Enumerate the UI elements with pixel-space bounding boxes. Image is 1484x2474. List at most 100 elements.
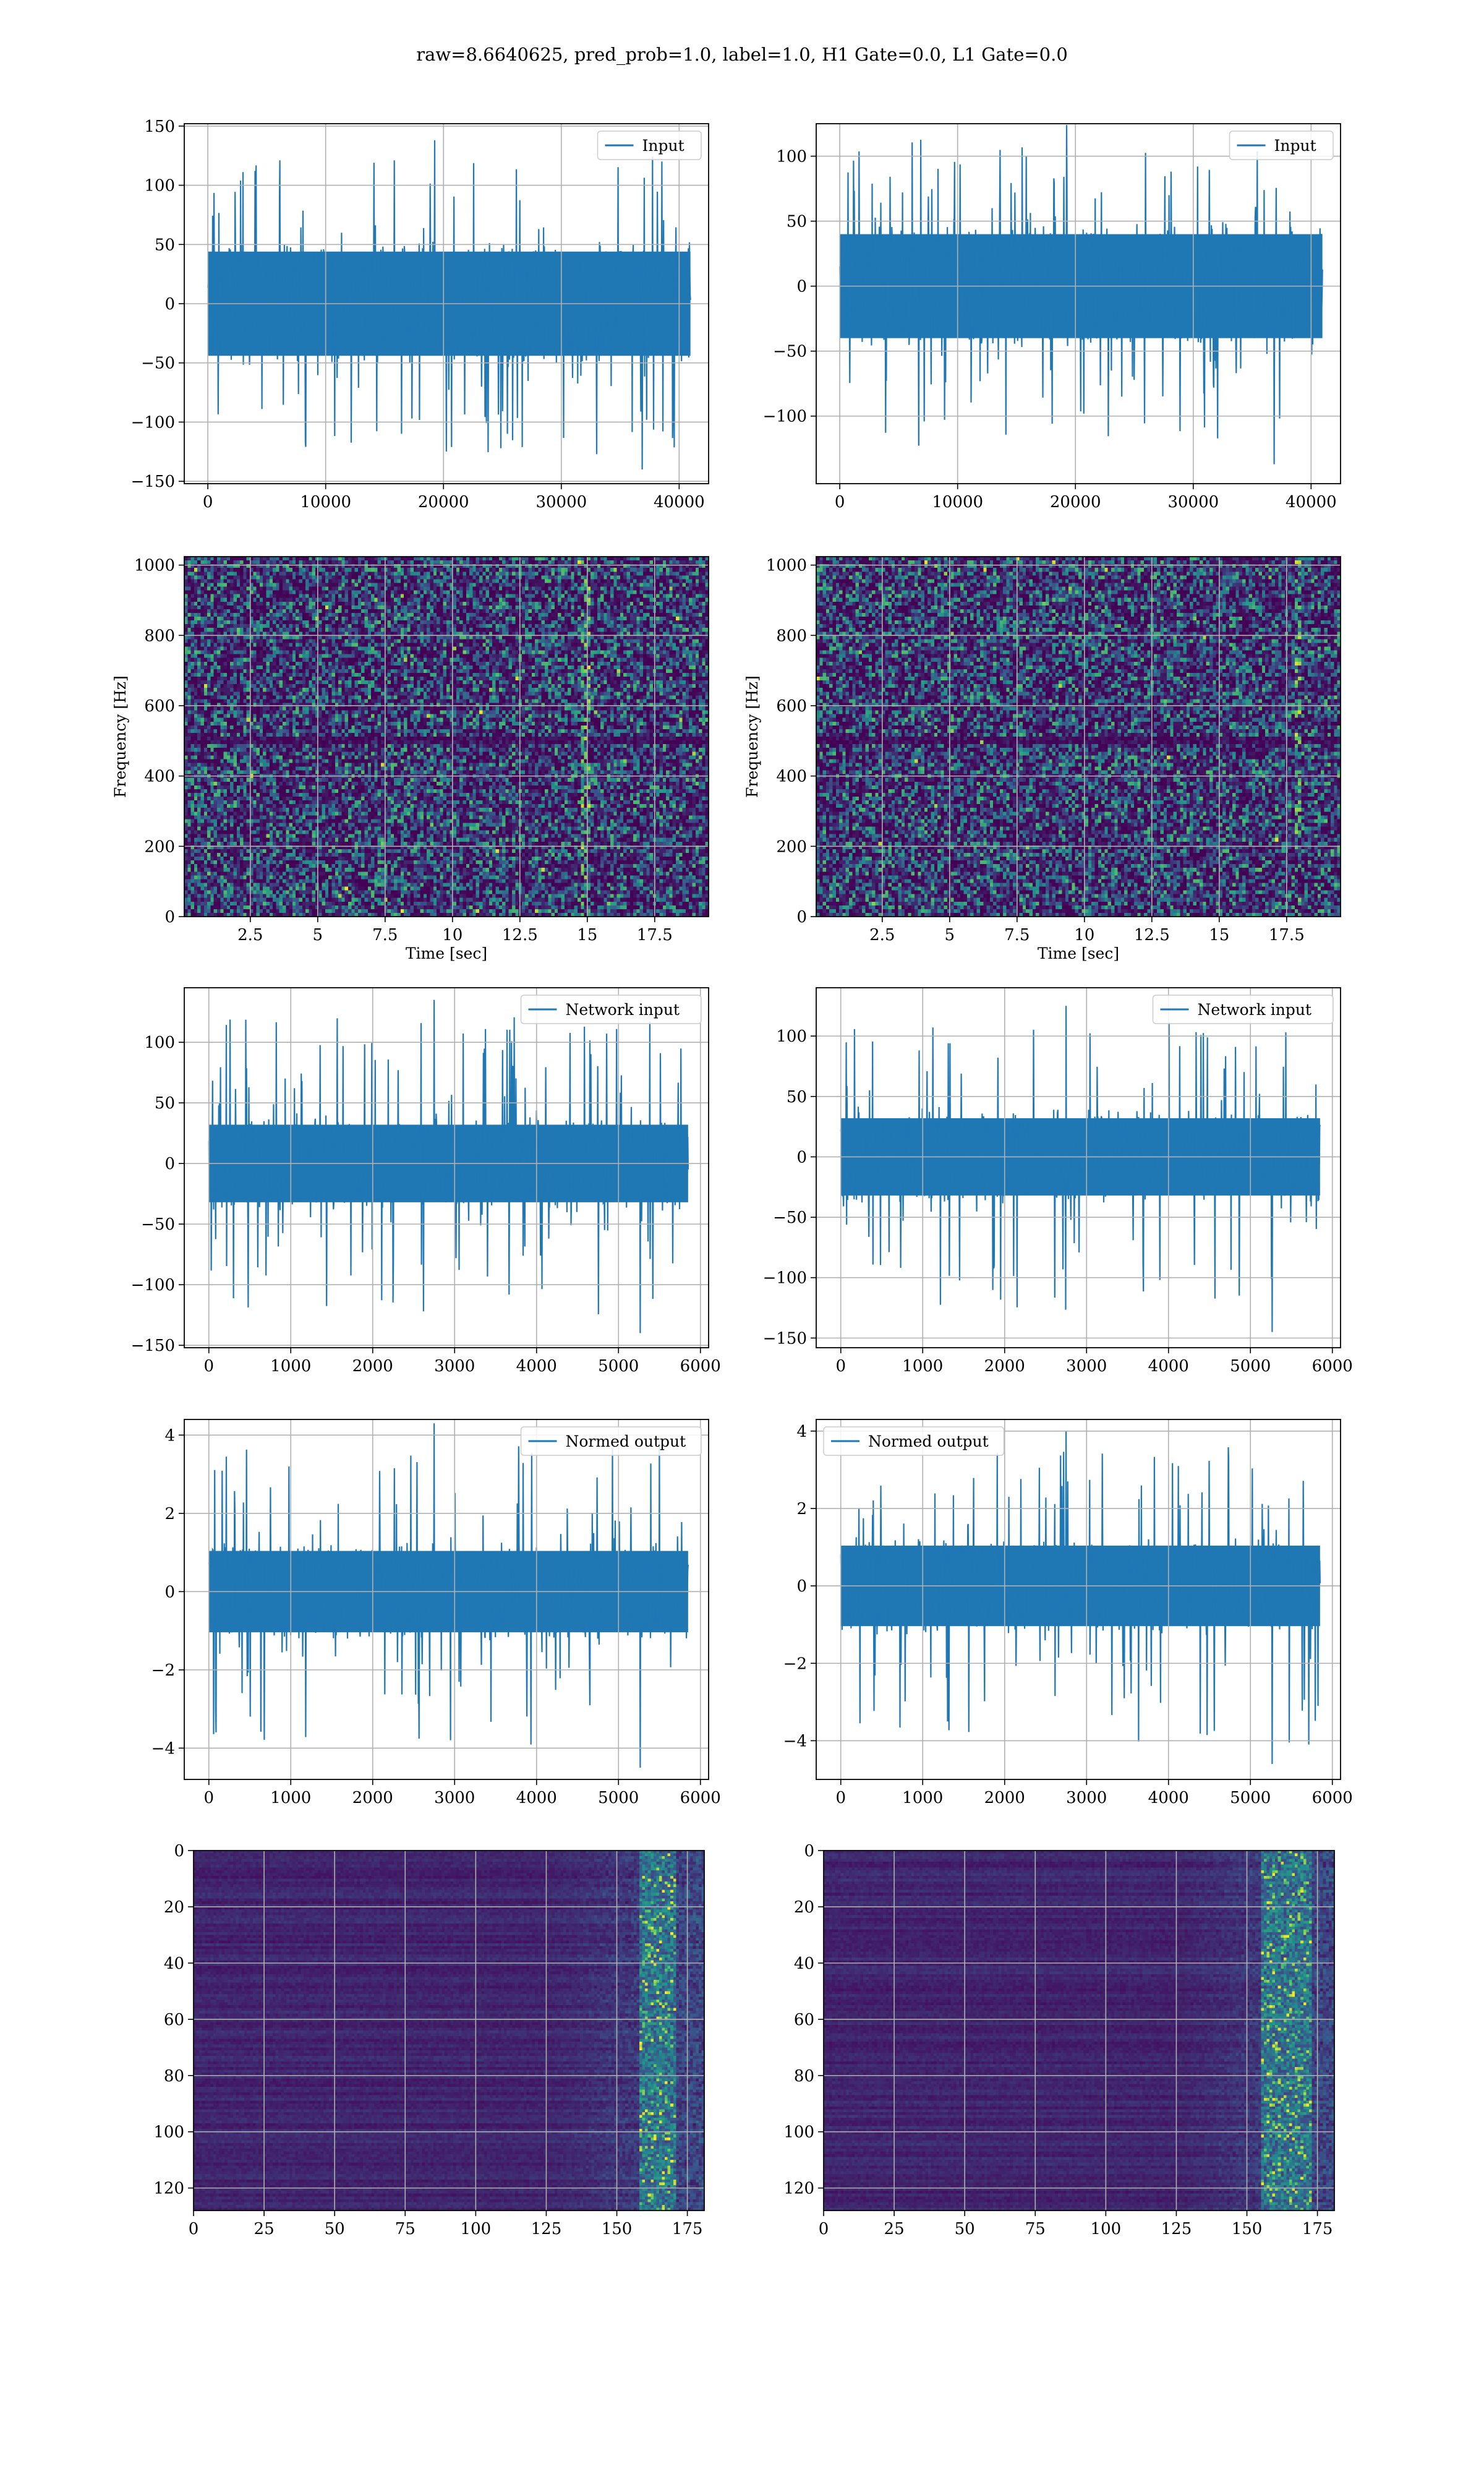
normed-output-l1-xtick-label: 3000 (1066, 1789, 1107, 1807)
spectrogram-l1-ytick-label: 400 (776, 768, 807, 786)
spectrogram-h1-xtick-label: 17.5 (637, 926, 673, 944)
feature-map-h1-ytick-label: 100 (153, 2123, 184, 2142)
network-input-h1-xtick-label: 6000 (680, 1357, 721, 1376)
network-input-h1-ytick-label: −100 (131, 1276, 175, 1295)
feature-map-l1-xtick-label: 75 (1025, 2220, 1046, 2238)
panels-container: 0 10000 20000 30000 40000−150−100−5005010015… (111, 118, 1353, 2238)
normed-output-l1-ytick-label: 0 (796, 1577, 807, 1596)
spectrogram-h1-plot-area (184, 557, 709, 917)
spectrogram-l1-xtick-label: 17.5 (1269, 926, 1305, 944)
input-h1-legend-box (597, 131, 702, 160)
normed-output-l1-ytick-label: −4 (783, 1732, 807, 1750)
spectrogram-h1-heatmap-image (184, 557, 709, 917)
input-l1-xtick-label: 0 (835, 493, 845, 511)
normed-output-l1-xtick-label: 6000 (1312, 1789, 1353, 1807)
spectrogram-h1-xtick-label: 7.5 (372, 926, 398, 944)
network-input-h1-ytick-label: 0 (164, 1155, 175, 1173)
spectrogram-h1-axes-frame (184, 556, 709, 917)
network-input-l1-ytick-label: 50 (787, 1088, 807, 1106)
spectrogram-h1-ytick-label: 600 (144, 697, 175, 716)
network-input-l1-xtick-label: 2000 (984, 1357, 1025, 1376)
feature-map-l1-xtick-label: 150 (1232, 2220, 1263, 2238)
input-l1-xtick-label: 20000 (1050, 493, 1101, 511)
normed-output-h1-series-line (208, 1423, 689, 1768)
feature-map-h1-xtick-label: 175 (672, 2220, 703, 2238)
feature-map-l1-ytick-label: 40 (794, 1954, 814, 1973)
spectrogram-l1-xlabel: Time [sec] (1038, 944, 1119, 962)
normed-output-l1-xtick-label: 0 (835, 1789, 846, 1807)
network-input-l1-ytick-label: −150 (763, 1329, 807, 1348)
spectrogram-l1-ytick-label: 600 (776, 697, 807, 716)
network-input-h1-xtick-label: 5000 (598, 1357, 639, 1376)
input-l1-ytick-label: −50 (773, 343, 807, 361)
spectrogram-h1-ytick-label: 400 (144, 768, 175, 786)
normed-output-l1-xtick-label: 4000 (1148, 1789, 1189, 1807)
normed-output-l1-xtick-label: 2000 (984, 1789, 1025, 1807)
feature-map-h1-ytick-label: 0 (174, 1842, 184, 1860)
network-input-l1-ytick-label: −50 (773, 1209, 807, 1227)
feature-map-h1-plot-area (194, 1851, 704, 2211)
spectrogram-h1-xtick-label: 12.5 (502, 926, 538, 944)
spectrogram-l1-ytick-label: 1000 (766, 557, 807, 575)
normed-output-h1-ytick-label: 0 (164, 1583, 175, 1601)
spectrogram-h1-ytick-label: 1000 (134, 557, 175, 575)
input-l1-legend: Input (1229, 131, 1334, 160)
network-input-h1-ytick-label: 50 (155, 1094, 175, 1113)
normed-output-h1-xtick-label: 4000 (516, 1789, 557, 1807)
normed-output-h1-ytick-label: −4 (151, 1739, 175, 1758)
network-input-h1-legend-label: Network input (566, 1001, 680, 1019)
feature-map-l1-ytick-label: 20 (794, 1898, 814, 1917)
network-input-l1-ytick-label: 0 (796, 1148, 807, 1166)
input-l1-axes-frame (816, 123, 1341, 484)
network-input-h1-legend: Network input (520, 995, 702, 1024)
input-l1-legend-label: Input (1274, 137, 1316, 155)
normed-output-h1-xtick-label: 6000 (680, 1789, 721, 1807)
input-h1-series-line (207, 140, 691, 470)
input-l1-series-line (839, 125, 1323, 464)
spectrogram-l1-ytick-label: 800 (776, 627, 807, 645)
input-l1-ytick-label: 50 (787, 213, 807, 231)
network-input-h1-xtick-label: 4000 (516, 1357, 557, 1376)
network-input-l1-xtick-label: 1000 (902, 1357, 943, 1376)
normed-output-h1-ytick-label: −2 (151, 1661, 175, 1680)
normed-output-l1-ytick-label: −2 (783, 1654, 807, 1673)
network-input-l1-ytick-label: 100 (776, 1027, 807, 1046)
normed-output-l1-xtick-label: 5000 (1230, 1789, 1271, 1807)
normed-output-h1-legend: Normed output (520, 1426, 702, 1456)
network-input-h1-xtick-label: 1000 (270, 1357, 311, 1376)
spectrogram-l1-xtick-label: 12.5 (1134, 926, 1170, 944)
spectrogram-l1-ytick-label: 200 (776, 837, 807, 856)
input-h1-plot-area (184, 124, 709, 484)
input-h1-legend-label: Input (642, 137, 684, 155)
feature-map-h1-ytick-label: 80 (164, 2067, 184, 2086)
feature-map-h1-xtick-label: 0 (189, 2220, 199, 2238)
network-input-h1-ytick-label: −150 (131, 1337, 175, 1355)
normed-output-l1-panel: 0 1000 2000 3000 4000 5000 6000 −4 −2 0 2 4 Normed o… (783, 1419, 1353, 1807)
input-h1-ytick-label: −150 (131, 473, 175, 491)
normed-output-h1-axes-frame (184, 1419, 709, 1780)
spectrogram-l1-xtick-label: 15 (1209, 926, 1229, 944)
input-h1-ytick-label: 100 (144, 177, 175, 195)
feature-map-l1-xtick-label: 175 (1302, 2220, 1333, 2238)
feature-map-h1-ytick-label: 20 (164, 1898, 184, 1917)
network-input-h1-panel: 0 1000 2000 3000 4000 5000 6000 −150 −100 −50 0 50 1… (131, 987, 721, 1376)
normed-output-l1-xtick-label: 1000 (902, 1789, 943, 1807)
spectrogram-l1-heatmap-image (816, 557, 1341, 917)
normed-output-h1-panel: 0 1000 2000 3000 4000 5000 6000 −4 −2 0 2 4 Normed o… (151, 1419, 721, 1807)
feature-map-h1-xtick-label: 25 (254, 2220, 275, 2238)
feature-map-h1-panel: 0 25 50 75 100 125 150 175 0 20 40 60 80 100 120 (153, 1842, 705, 2238)
normed-output-h1-xtick-label: 3000 (434, 1789, 475, 1807)
normed-output-h1-xtick-label: 1000 (270, 1789, 311, 1807)
network-input-h1-xtick-label: 0 (203, 1357, 214, 1376)
input-h1-ytick-label: 50 (155, 236, 175, 254)
input-l1-legend-box (1229, 131, 1334, 160)
spectrogram-l1-ytick-label: 0 (796, 908, 807, 927)
feature-map-h1-xtick-label: 125 (531, 2220, 562, 2238)
spectrogram-l1-xtick-label: 10 (1074, 926, 1094, 944)
feature-map-h1-ytick-label: 40 (164, 1954, 184, 1973)
network-input-h1-xtick-label: 3000 (434, 1357, 475, 1376)
spectrogram-h1-ytick-label: 800 (144, 627, 175, 645)
figure-suptitle: raw=8.6640625, pred_prob=1.0, label=1.0,… (416, 44, 1068, 66)
normed-output-l1-legend-box (823, 1426, 1005, 1456)
spectrogram-l1-axes-frame (816, 556, 1341, 917)
